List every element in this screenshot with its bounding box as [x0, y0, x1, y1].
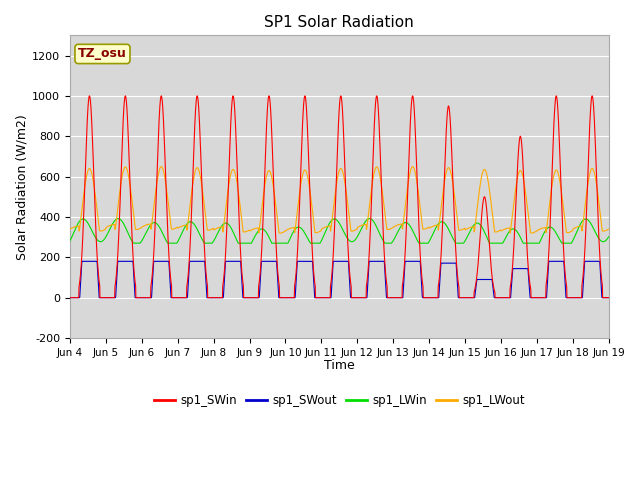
- sp1_LWin: [217, 225, 225, 230]
- Line: sp1_LWout: sp1_LWout: [70, 167, 609, 233]
- Title: SP1 Solar Radiation: SP1 Solar Radiation: [264, 15, 414, 30]
- Line: sp1_LWin: sp1_LWin: [70, 218, 609, 243]
- sp1_SWin: [557, 184, 565, 190]
- Line: sp1_SWin: sp1_SWin: [70, 96, 609, 298]
- sp1_SWin: [588, 93, 596, 99]
- X-axis label: Time: Time: [324, 359, 355, 372]
- sp1_LWin: [66, 238, 74, 244]
- sp1_LWin: [115, 216, 122, 221]
- sp1_LWout: [355, 224, 363, 229]
- Legend: sp1_SWin, sp1_SWout, sp1_LWin, sp1_LWout: sp1_SWin, sp1_SWout, sp1_LWin, sp1_LWout: [149, 389, 529, 412]
- sp1_SWout: [355, 295, 363, 300]
- sp1_SWin: [367, 227, 374, 232]
- sp1_LWin: [605, 234, 612, 240]
- sp1_SWout: [572, 295, 580, 300]
- sp1_LWin: [496, 240, 504, 246]
- sp1_LWin: [355, 230, 363, 236]
- sp1_SWin: [355, 295, 362, 300]
- sp1_SWin: [216, 295, 224, 300]
- sp1_LWin: [557, 240, 565, 246]
- sp1_SWout: [216, 295, 224, 300]
- sp1_LWout: [276, 230, 284, 236]
- sp1_SWout: [66, 295, 74, 300]
- sp1_SWout: [78, 258, 86, 264]
- sp1_LWout: [573, 224, 580, 230]
- sp1_LWin: [367, 216, 374, 222]
- sp1_SWin: [66, 295, 74, 300]
- Text: TZ_osu: TZ_osu: [78, 48, 127, 60]
- sp1_LWout: [66, 226, 74, 232]
- sp1_LWout: [557, 189, 565, 195]
- sp1_SWin: [605, 295, 612, 300]
- sp1_SWin: [496, 295, 504, 300]
- sp1_LWin: [573, 229, 580, 235]
- sp1_LWin: [130, 240, 138, 246]
- sp1_LWout: [157, 164, 165, 169]
- sp1_LWout: [367, 191, 374, 197]
- sp1_SWout: [367, 258, 374, 264]
- Line: sp1_SWout: sp1_SWout: [70, 261, 609, 298]
- sp1_LWout: [605, 226, 612, 232]
- sp1_SWout: [605, 295, 612, 300]
- sp1_LWout: [216, 224, 224, 230]
- sp1_SWin: [572, 295, 580, 300]
- sp1_SWout: [557, 258, 565, 264]
- Y-axis label: Solar Radiation (W/m2): Solar Radiation (W/m2): [15, 114, 28, 260]
- sp1_LWout: [496, 228, 504, 233]
- sp1_SWout: [496, 295, 504, 300]
